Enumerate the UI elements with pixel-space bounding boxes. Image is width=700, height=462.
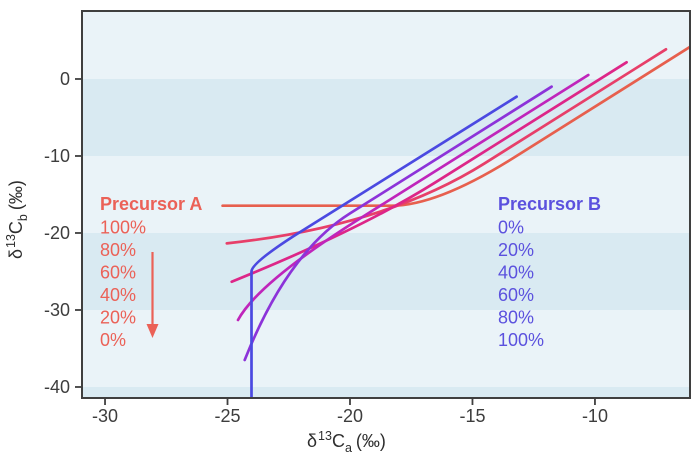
mixing-curves — [221, 45, 690, 398]
x-tick-label: -30 — [92, 406, 118, 426]
y-tick-label: -10 — [44, 146, 70, 166]
legend-a-item: 80% — [100, 240, 136, 260]
x-tick-label: -10 — [582, 406, 608, 426]
curve-precursor-a-40-b-60- — [236, 73, 590, 322]
legend-precursor-b: Precursor B 0%20% 40%60% 80%100% — [498, 194, 601, 350]
legend-b-title: Precursor B — [498, 194, 601, 214]
y-tick-label: -20 — [44, 223, 70, 243]
decreasing-fraction-arrow — [146, 252, 159, 338]
legend-b-item: 20% — [498, 240, 534, 260]
legend-a-item: 0% — [100, 330, 126, 350]
legend-a-item: 100% — [100, 218, 146, 238]
legend-a-item: 20% — [100, 308, 136, 328]
y-axis-title: δ13Cb(‰) — [4, 180, 30, 259]
band-dark — [82, 78, 690, 156]
x-tick-label: -20 — [337, 406, 363, 426]
axis-ticks — [75, 78, 596, 405]
y-tick-label: -30 — [44, 300, 70, 320]
legend-b-item: 40% — [498, 263, 534, 283]
legend-a-title: Precursor A — [100, 194, 202, 214]
axis-tick-labels: -30 -25 -20 -15 -10 0 -10 -20 -30 -40 — [44, 69, 608, 426]
x-tick-label: -15 — [459, 406, 485, 426]
legend-precursor-a: Precursor A 100%80% 60%40% 20%0% — [100, 194, 202, 350]
legend-b-item: 0% — [498, 218, 524, 238]
arrow-head-icon — [146, 324, 159, 338]
x-tick-label: -25 — [215, 406, 241, 426]
curve-precursor-a-80-b-20- — [225, 47, 668, 245]
curve-precursor-a-0-b-100- — [250, 95, 518, 398]
legend-a-item: 60% — [100, 263, 136, 283]
legend-b-item: 80% — [498, 308, 534, 328]
plot-frame — [81, 10, 691, 399]
band-dark — [82, 232, 690, 310]
band-dark — [82, 386, 690, 398]
legend-b-item: 60% — [498, 285, 534, 305]
legend-b-item: 100% — [498, 330, 544, 350]
legend-a-item: 40% — [100, 285, 136, 305]
curve-precursor-a-60-b-40- — [230, 60, 628, 284]
x-axis-title: δ13Ca (‰) — [307, 429, 386, 455]
curve-precursor-a-20-b-80- — [243, 85, 553, 362]
y-tick-label: 0 — [60, 69, 70, 89]
y-tick-label: -40 — [44, 377, 70, 397]
